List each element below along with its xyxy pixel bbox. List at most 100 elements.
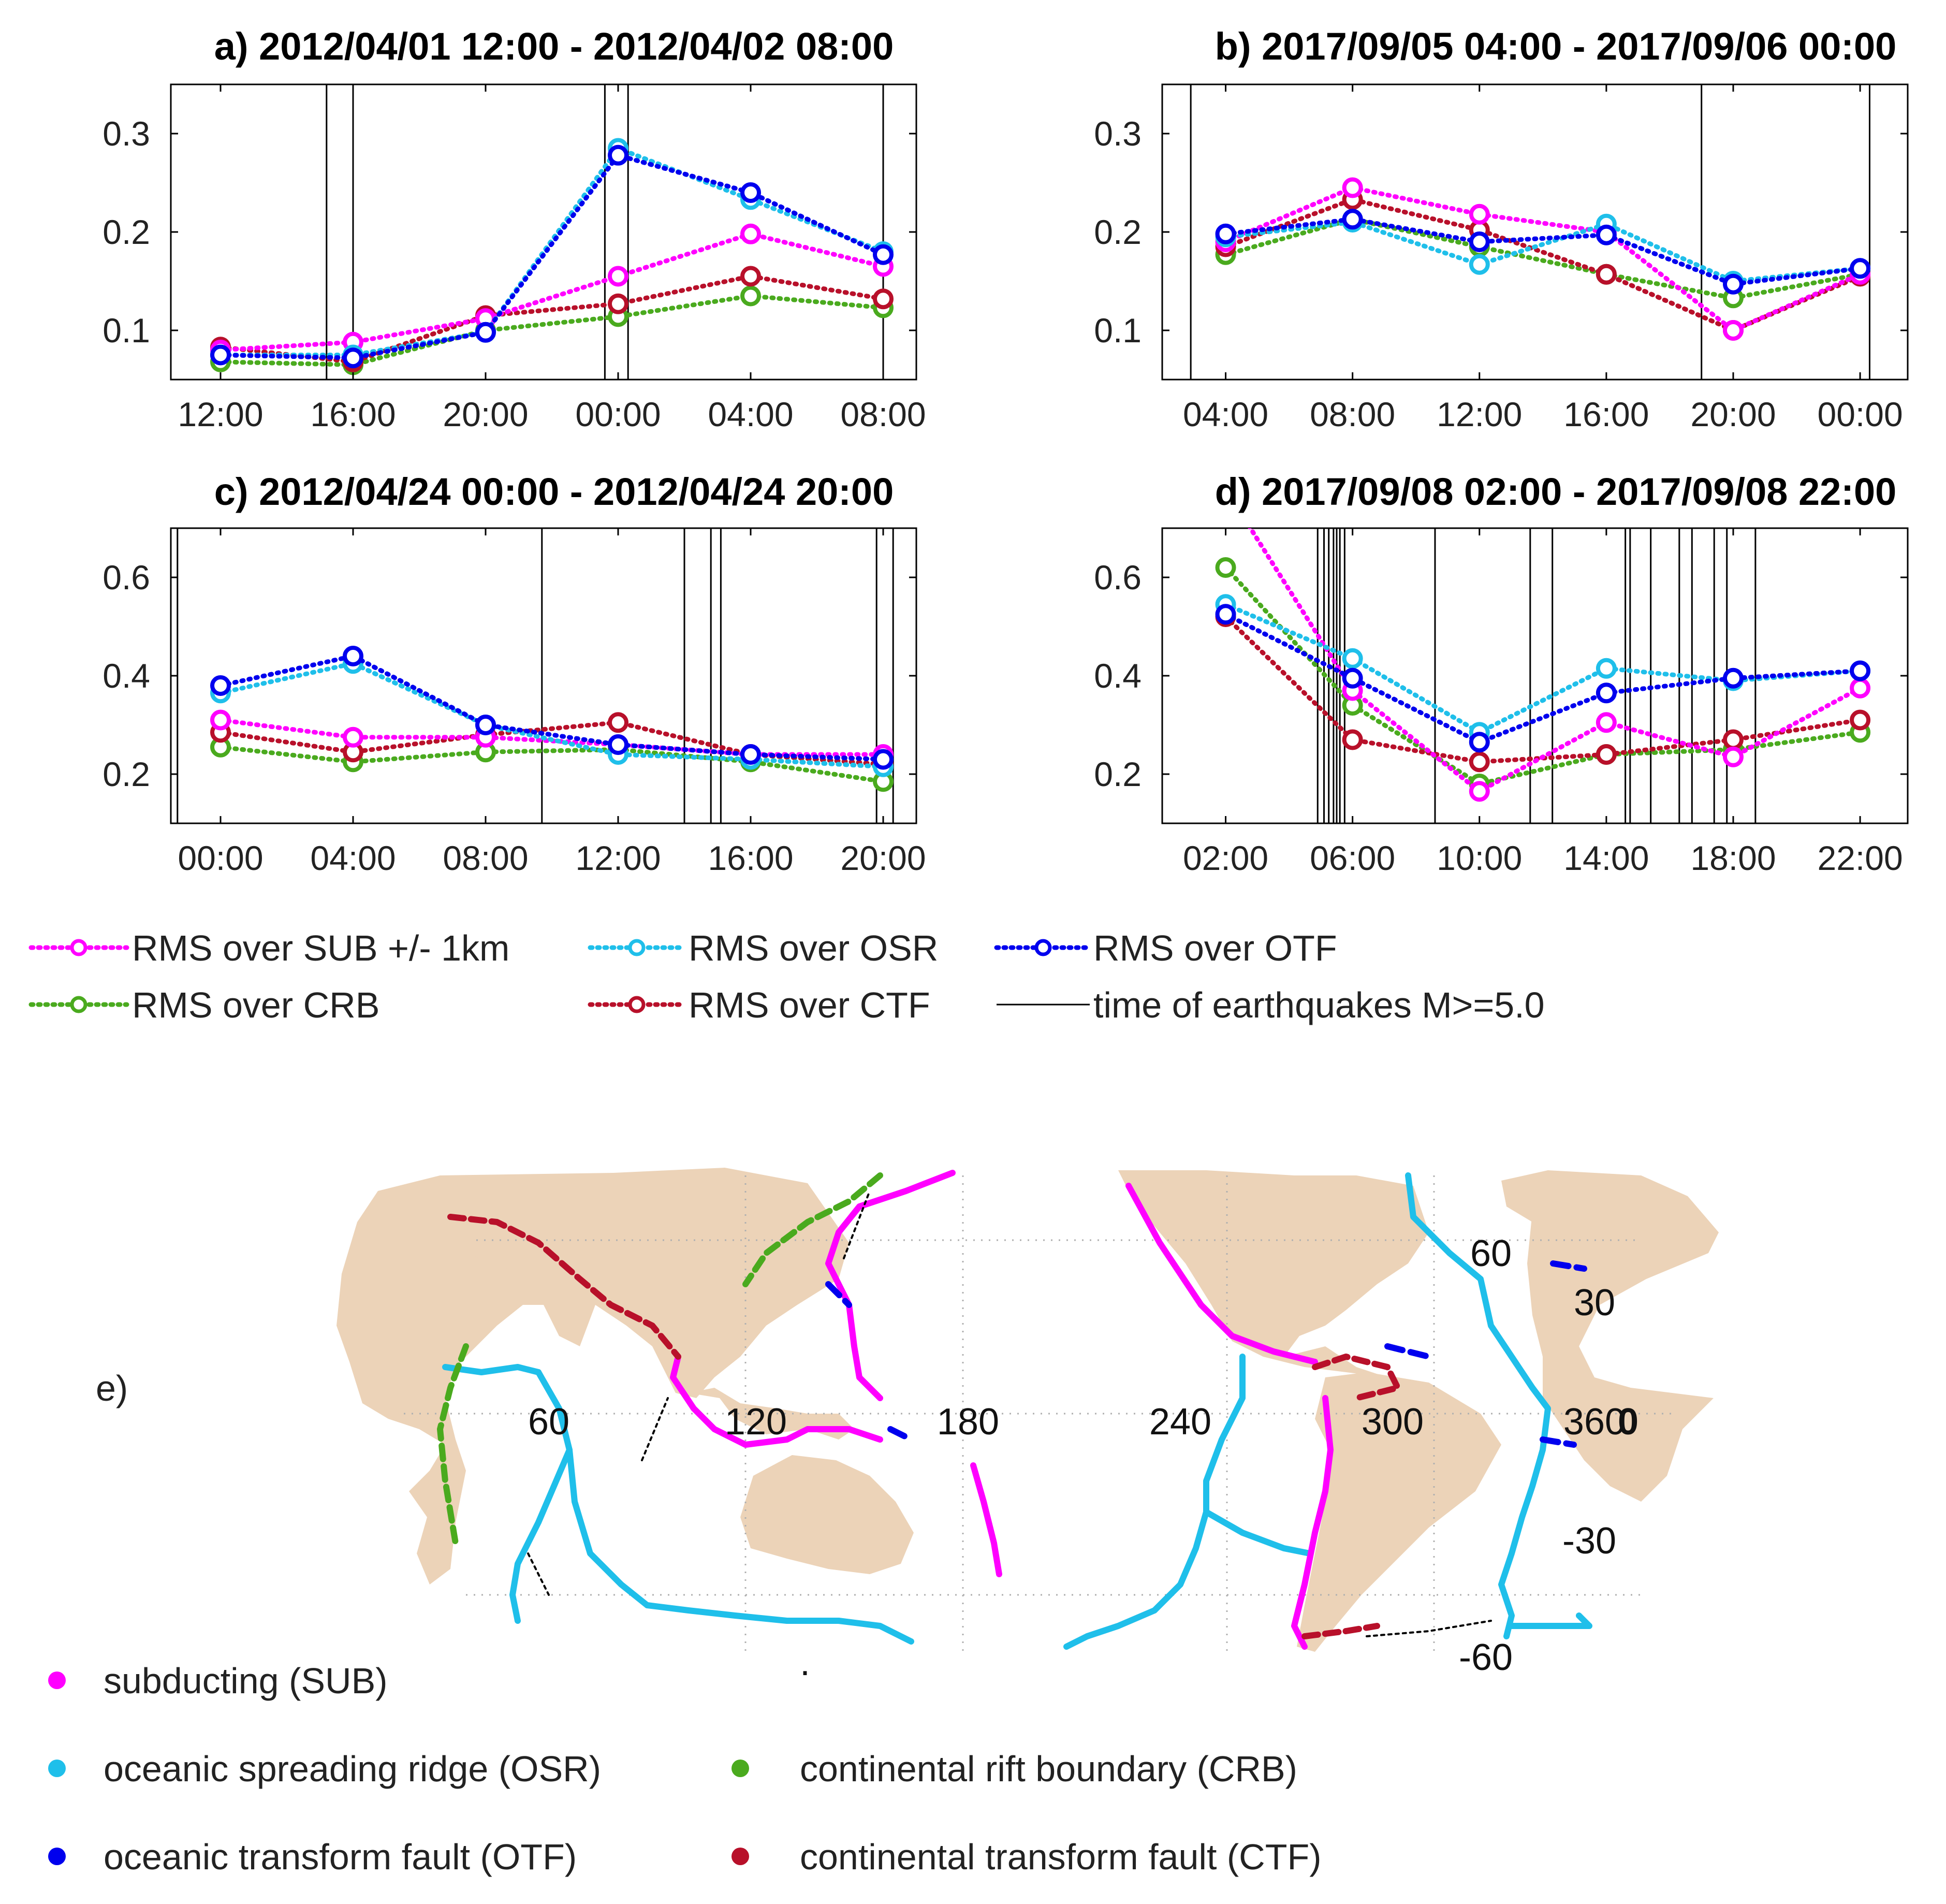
data-point-ctf <box>740 266 761 287</box>
map-lon-label: 120 <box>725 1401 787 1443</box>
map-legend-label-sub: subducting (SUB) <box>104 1661 388 1701</box>
data-point-otf <box>1722 667 1744 689</box>
panel-a-series <box>210 138 894 375</box>
panel-c-xtick: 16:00 <box>708 839 793 877</box>
panel-c-x-axis: 00:00 04:00 08:00 12:00 16:00 20:00 <box>178 839 926 877</box>
map-legend-item-crb: continental rift boundary (CRB) <box>731 1749 1297 1789</box>
series-line-sub <box>1223 185 1863 333</box>
boundary-alpine-himalaya <box>447 1214 681 1360</box>
panel-d-xtick: 02:00 <box>1183 839 1268 877</box>
data-point-otf <box>1596 224 1617 245</box>
map-legend-item-sub: subducting (SUB) <box>48 1661 388 1701</box>
data-point-sub <box>1469 204 1490 225</box>
boundary-sunda-arc <box>670 1354 883 1448</box>
data-point-otf <box>1722 273 1744 295</box>
map-legend-item-osr: oceanic spreading ridge (OSR) <box>48 1749 601 1789</box>
panel-b-ytick: 0.2 <box>1094 213 1142 251</box>
legend-item-ctf: RMS over CTF <box>588 985 930 1025</box>
legend-label-earthquakes: time of earthquakes M>=5.0 <box>1093 985 1545 1025</box>
map-legend: subducting (SUB) oceanic spreading ridge… <box>48 1661 1322 1877</box>
data-point-otf <box>608 734 628 755</box>
panel-c-earthquake-lines <box>177 528 894 823</box>
panel-a-xtick: 16:00 <box>310 395 396 433</box>
data-point-otf <box>608 144 628 166</box>
panel-b-ytick: 0.3 <box>1094 114 1142 153</box>
panel-a-title: a) 2012/04/01 12:00 - 2012/04/02 08:00 <box>214 25 894 68</box>
data-point-sub <box>1469 781 1490 802</box>
data-point-otf <box>873 244 894 265</box>
boundary-southeast-indian-ridge <box>535 1369 650 1608</box>
panel-b-xtick: 12:00 <box>1437 395 1522 433</box>
map-legend-label-osr: oceanic spreading ridge (OSR) <box>104 1749 601 1789</box>
data-point-ctf <box>1596 744 1617 765</box>
legend-item-earthquakes: time of earthquakes M>=5.0 <box>997 985 1545 1025</box>
panel-b-xtick: 08:00 <box>1310 395 1395 433</box>
panel-b-xtick: 00:00 <box>1817 395 1903 433</box>
data-point-otf <box>343 646 363 666</box>
data-point-sub <box>1722 320 1744 341</box>
panel-b-x-axis: 04:00 08:00 12:00 16:00 20:00 00:00 <box>1183 395 1903 433</box>
panel-d-xtick: 18:00 <box>1690 839 1776 877</box>
map-legend-marker-osr <box>48 1760 66 1777</box>
boundary-pacific-antarctic-ridge <box>644 1602 914 1645</box>
land-north-asia <box>461 1173 683 1269</box>
series-line-crb <box>1223 565 1863 787</box>
boundary-central-indian-ridge <box>442 1364 542 1375</box>
legend-item-sub: RMS over SUB +/- 1km <box>28 928 509 968</box>
panel-d: d) 2017/09/08 02:00 - 2017/09/08 22:00 0… <box>1094 470 1909 877</box>
map-legend-item-ctf: continental transform fault (CTF) <box>731 1837 1322 1877</box>
panel-c-xtick: 12:00 <box>575 839 661 877</box>
data-point-ctf <box>873 288 894 310</box>
map-legend-label-otf: oceanic transform fault (OTF) <box>104 1837 577 1877</box>
panel-c: c) 2012/04/24 00:00 - 2012/04/24 20:00 0… <box>103 470 926 877</box>
panel-d-ytick: 0.4 <box>1094 657 1142 695</box>
boundary-caribbean-transform <box>1312 1354 1401 1401</box>
line-legend: RMS over SUB +/- 1km RMS over OSR RMS ov… <box>28 928 1545 1025</box>
panel-b-earthquake-lines <box>1190 84 1870 380</box>
land-arctic-edge <box>1501 1170 1563 1222</box>
panel-c-xtick: 08:00 <box>443 839 528 877</box>
boundary-chile-rise <box>1203 1509 1313 1557</box>
data-point-ctf <box>608 293 628 314</box>
data-point-otf <box>1215 604 1236 625</box>
land-south-america <box>1297 1372 1501 1652</box>
panel-c-y-axis: 0.2 0.4 0.6 <box>103 558 150 793</box>
data-point-sub <box>1850 677 1871 699</box>
panel-b-xtick: 20:00 <box>1690 395 1776 433</box>
map-dot: . <box>800 1642 810 1683</box>
panel-b-ytick: 0.1 <box>1094 311 1142 350</box>
panel-c-xtick: 20:00 <box>840 839 926 877</box>
series-line-osr <box>218 146 886 357</box>
map-legend-marker-otf <box>48 1848 66 1865</box>
panel-c-ytick: 0.6 <box>103 558 150 597</box>
legend-label-crb: RMS over CRB <box>132 985 379 1025</box>
panel-d-ytick: 0.6 <box>1094 558 1142 597</box>
data-point-otf <box>740 182 761 203</box>
boundary-east-pacific-rise <box>1063 1354 1246 1650</box>
series-line-otf <box>218 653 886 762</box>
data-point-otf <box>210 344 231 366</box>
boundary-western-pacific-subduction <box>825 1170 956 1401</box>
data-point-sub <box>608 266 628 287</box>
panel-b-title: b) 2017/09/05 04:00 - 2017/09/06 00:00 <box>1215 25 1897 68</box>
data-point-otf <box>740 744 761 765</box>
boundary-southwest-indian-ridge-west <box>509 1447 573 1624</box>
panel-a-ytick: 0.1 <box>103 311 150 350</box>
boundary-scotia-arc <box>1301 1623 1380 1639</box>
panel-d-series <box>1215 528 1871 802</box>
panel-d-xtick: 06:00 <box>1310 839 1395 877</box>
land-africa-eurasia <box>336 1168 849 1585</box>
map-lon-label: 0 <box>1618 1401 1638 1443</box>
data-point-sub <box>1342 177 1363 198</box>
data-point-otf <box>1850 660 1871 681</box>
map-lon-label: 360 <box>1563 1401 1626 1443</box>
legend-item-osr: RMS over OSR <box>588 928 938 968</box>
data-point-sub <box>740 223 761 244</box>
data-point-sub <box>1722 746 1744 767</box>
map-legend-marker-sub <box>48 1672 66 1689</box>
series-line-crb <box>1223 216 1863 300</box>
panel-d-x-axis: 02:00 06:00 10:00 14:00 18:00 22:00 <box>1183 839 1903 877</box>
land-north-america <box>1118 1170 1429 1377</box>
series-line-otf <box>218 152 886 360</box>
